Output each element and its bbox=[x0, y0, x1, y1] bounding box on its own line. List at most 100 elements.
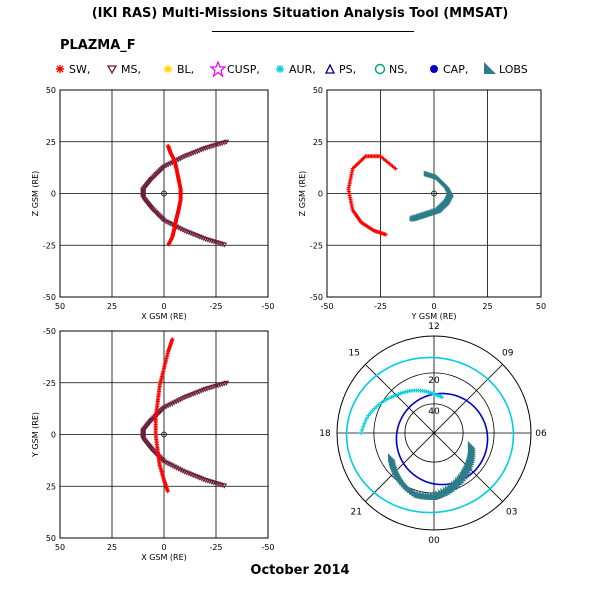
x-tick-label: -25 bbox=[374, 302, 387, 311]
polar-mlt-label: 18 bbox=[319, 429, 331, 439]
x-axis-label: X GSM (RE) bbox=[141, 312, 187, 321]
polar-radial-label: 20 bbox=[428, 376, 440, 386]
legend-item-ms: MS, bbox=[106, 63, 141, 76]
data-point bbox=[366, 413, 371, 418]
y-tick-label: -25 bbox=[43, 379, 56, 388]
legend-item-lobs: LOBS bbox=[484, 62, 528, 76]
legend-label: BL, bbox=[177, 63, 194, 76]
data-point bbox=[389, 395, 394, 400]
y-tick-label: 25 bbox=[46, 138, 56, 147]
data-point bbox=[381, 399, 386, 404]
series-sw bbox=[153, 337, 175, 494]
data-point bbox=[400, 390, 405, 395]
x-tick-label: 25 bbox=[107, 543, 117, 552]
polar-mlt-label: 21 bbox=[351, 508, 362, 518]
x-axis-label: Y GSM (RE) bbox=[410, 312, 456, 321]
data-point bbox=[221, 242, 228, 248]
panel-3: 50 25 0 -25 -50 -50 -25 0 25 50 X GSM (RE) Y GSM (R… bbox=[31, 327, 275, 562]
y-tick-label: -25 bbox=[310, 241, 323, 250]
data-point bbox=[364, 416, 369, 421]
legend-label: NS, bbox=[389, 63, 408, 76]
polar-series-aur bbox=[359, 388, 444, 435]
data-point bbox=[363, 418, 368, 423]
data-point bbox=[398, 391, 403, 396]
earth-icon bbox=[431, 190, 437, 197]
star-icon bbox=[209, 60, 227, 78]
polar-radial-label: 40 bbox=[428, 407, 440, 417]
legend-item-cusp: CUSP, bbox=[209, 60, 260, 78]
data-point bbox=[377, 402, 382, 407]
asterisk-icon bbox=[164, 65, 172, 73]
x-tick-label: -50 bbox=[261, 302, 274, 311]
data-point bbox=[383, 232, 388, 237]
y-tick-label: -50 bbox=[310, 293, 323, 302]
legend-label: LOBS bbox=[499, 63, 528, 76]
panel-4-polar: 12 09 06 03 00 21 18 15 20 40 bbox=[319, 322, 547, 546]
data-point bbox=[221, 483, 228, 489]
y-axis-label: Z GSM (RE) bbox=[298, 171, 307, 217]
data-point bbox=[379, 400, 384, 405]
series-sw bbox=[166, 143, 183, 247]
figure-title: (IKI RAS) Multi-Missions Situation Analy… bbox=[91, 6, 509, 21]
x-tick-label: -25 bbox=[209, 543, 222, 552]
circle-icon bbox=[374, 63, 386, 75]
y-tick-label: 0 bbox=[51, 190, 56, 199]
legend-item-aur: AUR, bbox=[276, 63, 316, 76]
legend-label: SW, bbox=[69, 63, 90, 76]
earth-icon bbox=[161, 431, 167, 438]
y-tick-label: 50 bbox=[313, 86, 323, 95]
y-tick-label: 50 bbox=[46, 86, 56, 95]
triangle-down-icon bbox=[106, 65, 118, 75]
y-tick-label: 25 bbox=[46, 482, 56, 491]
x-tick-label: -25 bbox=[209, 302, 222, 311]
x-tick-label: 50 bbox=[55, 543, 65, 552]
data-point bbox=[467, 440, 476, 449]
polar-spoke bbox=[365, 364, 503, 502]
legend-item-ps: PS, bbox=[324, 63, 356, 76]
polar-mlt-label: 15 bbox=[349, 348, 360, 358]
data-point bbox=[374, 404, 379, 409]
asterisk-icon bbox=[56, 65, 64, 73]
x-tick-label: 25 bbox=[482, 302, 492, 311]
filled-circle-icon bbox=[430, 65, 438, 73]
data-point bbox=[361, 424, 366, 429]
data-point bbox=[394, 393, 399, 398]
data-point bbox=[368, 410, 373, 415]
data-point bbox=[439, 395, 444, 400]
polar-mlt-label: 00 bbox=[428, 536, 440, 546]
title-underline bbox=[212, 31, 414, 32]
legend: SW, MS, BL, CUSP, AUR, PS, NS, CAP, LOBS bbox=[56, 60, 528, 78]
y-tick-label: -50 bbox=[43, 293, 56, 302]
data-point bbox=[360, 427, 365, 432]
x-tick-label: 0 bbox=[161, 302, 166, 311]
asterisk-icon bbox=[276, 65, 284, 73]
x-tick-label: 0 bbox=[431, 302, 436, 311]
polar-mlt-label: 06 bbox=[535, 429, 547, 439]
y-tick-label: 0 bbox=[51, 431, 56, 440]
x-tick-label: -50 bbox=[261, 543, 274, 552]
legend-item-bl: BL, bbox=[164, 63, 194, 76]
data-point bbox=[359, 431, 364, 435]
y-tick-label: 25 bbox=[313, 138, 323, 147]
auroral-oval bbox=[345, 356, 515, 514]
series-lobs bbox=[409, 170, 455, 222]
legend-item-sw: SW, bbox=[56, 63, 90, 76]
legend-label: PS, bbox=[339, 63, 356, 76]
legend-label: CAP, bbox=[443, 63, 468, 76]
triangle-up-icon bbox=[324, 63, 336, 74]
x-tick-label: 25 bbox=[107, 302, 117, 311]
legend-label: MS, bbox=[121, 63, 141, 76]
legend-item-cap: CAP, bbox=[430, 63, 468, 76]
instrument-label: PLAZMA_F bbox=[60, 38, 136, 53]
y-tick-label: -50 bbox=[43, 327, 56, 336]
y-axis-label: Z GSM (RE) bbox=[31, 171, 40, 217]
y-axis-label: Y GSM (RE) bbox=[31, 412, 40, 458]
legend-label: CUSP, bbox=[227, 63, 260, 76]
data-point bbox=[384, 397, 389, 402]
data-point bbox=[423, 170, 430, 177]
data-point bbox=[362, 421, 367, 426]
x-tick-label: 50 bbox=[55, 302, 65, 311]
x-tick-label: -50 bbox=[320, 302, 333, 311]
